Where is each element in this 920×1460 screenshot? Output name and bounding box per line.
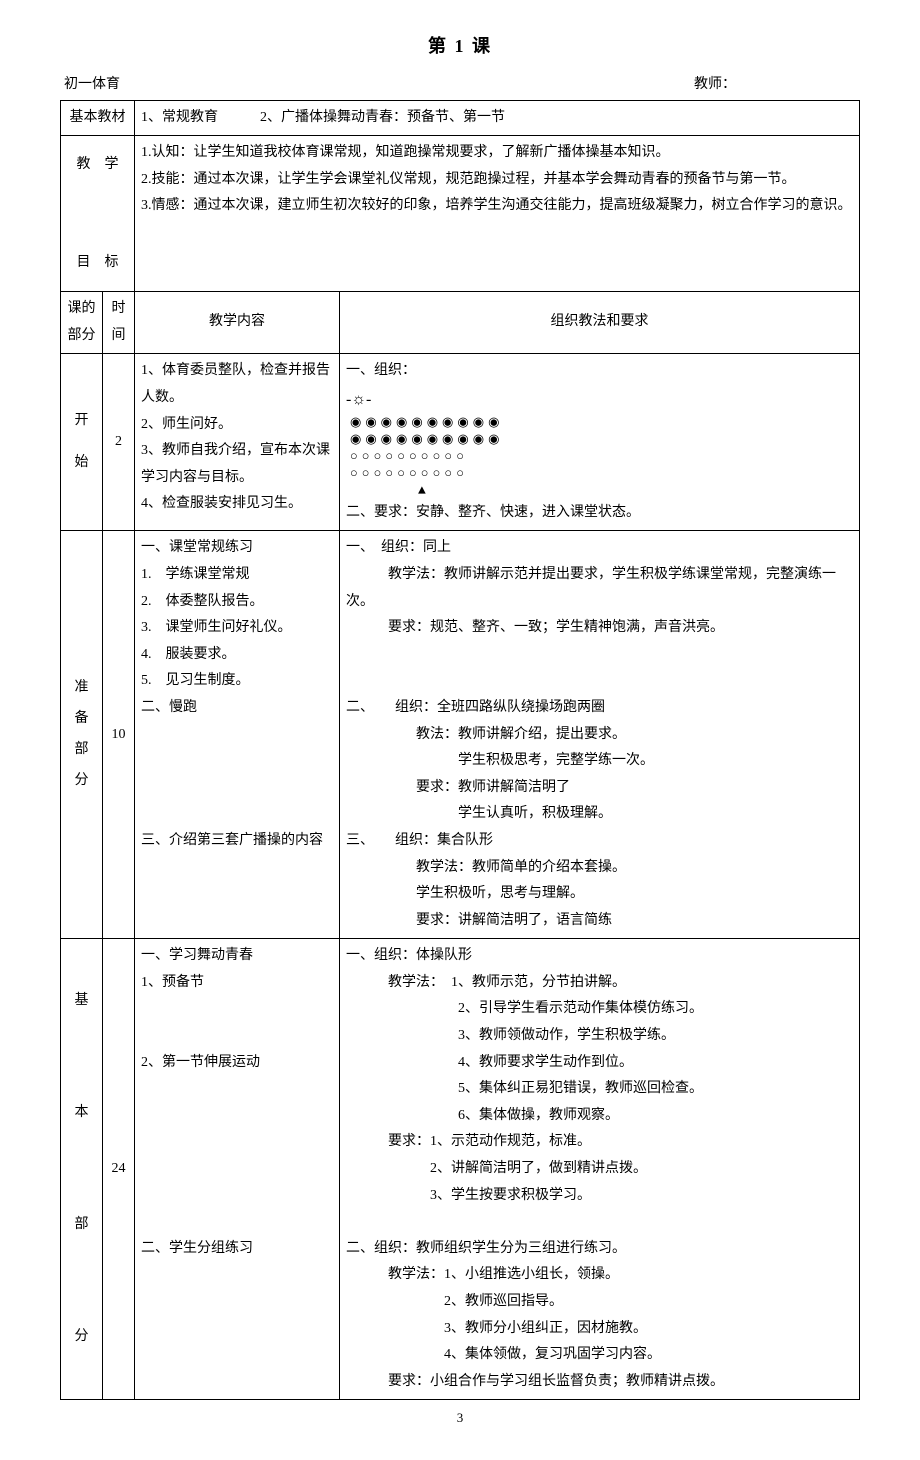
col-header-time: 时 间: [103, 292, 135, 354]
teacher-label: 教师：: [694, 72, 856, 97]
main-time: 24: [103, 939, 135, 1400]
formation-sun-icon: -☼-: [346, 385, 853, 415]
start-method: 一、组织： -☼- ◉◉◉◉◉◉◉◉◉◉ ◉◉◉◉◉◉◉◉◉◉ ○○○○○○○○…: [340, 354, 860, 531]
prep-method: 一、 组织：同上 教学法：教师讲解示范并提出要求，学生积极学练课堂常规，完整演练…: [340, 531, 860, 939]
header-line: 初一体育 教师：: [60, 72, 860, 97]
main-label: 基 本 部 分: [61, 939, 103, 1400]
material-label: 基本教材: [61, 100, 135, 136]
start-time: 2: [103, 354, 135, 531]
row-main: 基 本 部 分 24 一、学习舞动青春 1、预备节 2、第一节伸展运动 二、学生…: [61, 939, 860, 1400]
formation-rows: ◉◉◉◉◉◉◉◉◉◉ ◉◉◉◉◉◉◉◉◉◉ ○○○○○○○○○○ ○○○○○○○…: [346, 415, 853, 483]
main-method: 一、组织：体操队形 教学法： 1、教师示范，分节拍讲解。 2、引导学生看示范动作…: [340, 939, 860, 1400]
col-header-section: 课的 部分: [61, 292, 103, 354]
main-content: 一、学习舞动青春 1、预备节 2、第一节伸展运动 二、学生分组练习: [135, 939, 340, 1400]
col-header-content: 教学内容: [135, 292, 340, 354]
lesson-plan-table: 基本教材 1、常规教育 2、广播体操舞动青春：预备节、第一节 教 学 目 标 1…: [60, 100, 860, 1401]
goal-label: 教 学 目 标: [61, 136, 135, 292]
goal-content: 1.认知：让学生知道我校体育课常规，知道跑操常规要求，了解新广播体操基本知识。 …: [135, 136, 860, 292]
formation-marker-icon: ▲: [346, 483, 853, 500]
prep-label: 准 备 部 分: [61, 531, 103, 939]
start-method-bottom: 二、要求：安静、整齐、快速，进入课堂状态。: [346, 500, 853, 527]
row-columns-header: 课的 部分 时 间 教学内容 组织教法和要求: [61, 292, 860, 354]
start-label: 开 始: [61, 354, 103, 531]
row-goal: 教 学 目 标 1.认知：让学生知道我校体育课常规，知道跑操常规要求，了解新广播…: [61, 136, 860, 292]
row-prep: 准 备 部 分 10 一、课堂常规练习 1. 学练课堂常规 2. 体委整队报告。…: [61, 531, 860, 939]
prep-content: 一、课堂常规练习 1. 学练课堂常规 2. 体委整队报告。 3. 课堂师生问好礼…: [135, 531, 340, 939]
col-header-method: 组织教法和要求: [340, 292, 860, 354]
start-method-top: 一、组织：: [346, 358, 853, 385]
lesson-title: 第 1 课: [60, 30, 860, 62]
row-start: 开 始 2 1、体育委员整队，检查并报告人数。 2、师生问好。 3、教师自我介绍…: [61, 354, 860, 531]
material-content: 1、常规教育 2、广播体操舞动青春：预备节、第一节: [135, 100, 860, 136]
subject-label: 初一体育: [64, 72, 120, 97]
page-number: 3: [60, 1406, 860, 1429]
row-material: 基本教材 1、常规教育 2、广播体操舞动青春：预备节、第一节: [61, 100, 860, 136]
prep-time: 10: [103, 531, 135, 939]
start-content: 1、体育委员整队，检查并报告人数。 2、师生问好。 3、教师自我介绍，宣布本次课…: [135, 354, 340, 531]
